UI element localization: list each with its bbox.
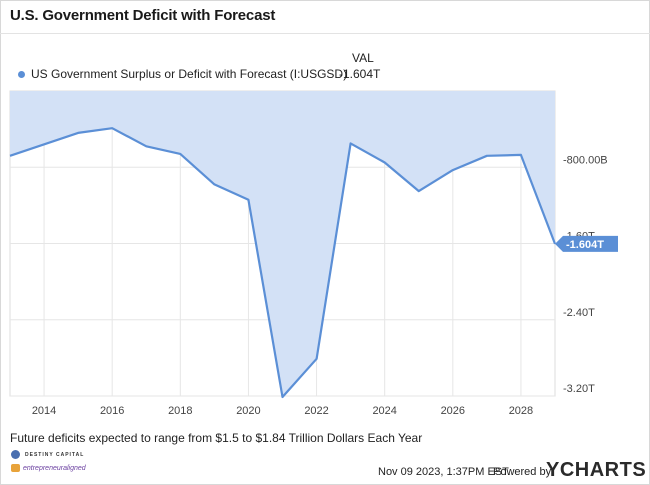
- x-tick-label: 2016: [100, 405, 124, 417]
- legend-dot-icon: [18, 70, 25, 78]
- x-tick-label: 2026: [441, 405, 465, 417]
- y-tick-label: -800.00B: [563, 154, 608, 166]
- last-value-badge: [555, 235, 618, 252]
- legend-item[interactable]: US Government Surplus or Deficit with Fo…: [18, 67, 347, 81]
- x-tick-label: 2018: [168, 405, 192, 417]
- x-tick-label: 2014: [32, 405, 56, 417]
- series-area: [10, 91, 555, 397]
- ycharts-logo[interactable]: YCHARTS: [546, 459, 647, 481]
- footer-timestamp: Nov 09 2023, 1:37PM EST.: [378, 466, 511, 478]
- entrepreneur-aligned-logo-icon: [11, 464, 20, 472]
- title-divider: [0, 33, 650, 34]
- legend-column-header: VAL: [352, 51, 374, 65]
- entrepreneur-aligned-logo: entrepreneuraligned: [11, 464, 86, 472]
- chart-caption: Future deficits expected to range from $…: [10, 431, 423, 445]
- chart-title: U.S. Government Deficit with Forecast: [10, 7, 276, 24]
- destiny-capital-logo-icon: [11, 450, 20, 459]
- legend-value: -1.604T: [339, 67, 381, 81]
- entrepreneur-aligned-logo-text: entrepreneuraligned: [23, 464, 86, 472]
- x-tick-label: 2020: [236, 405, 260, 417]
- footer-powered-by: Powered by: [493, 466, 552, 478]
- y-tick-label: -2.40T: [563, 307, 595, 319]
- last-value-label: -1.604T: [566, 239, 604, 251]
- legend-label: US Government Surplus or Deficit with Fo…: [31, 67, 348, 81]
- x-tick-label: 2028: [509, 405, 533, 417]
- y-tick-label: -3.20T: [563, 383, 595, 395]
- x-tick-label: 2022: [304, 405, 328, 417]
- x-tick-label: 2024: [372, 405, 396, 417]
- destiny-capital-logo-text: DESTINY CAPITAL: [25, 451, 85, 458]
- series-line: [9, 127, 557, 399]
- destiny-capital-logo: DESTINY CAPITAL: [11, 450, 84, 459]
